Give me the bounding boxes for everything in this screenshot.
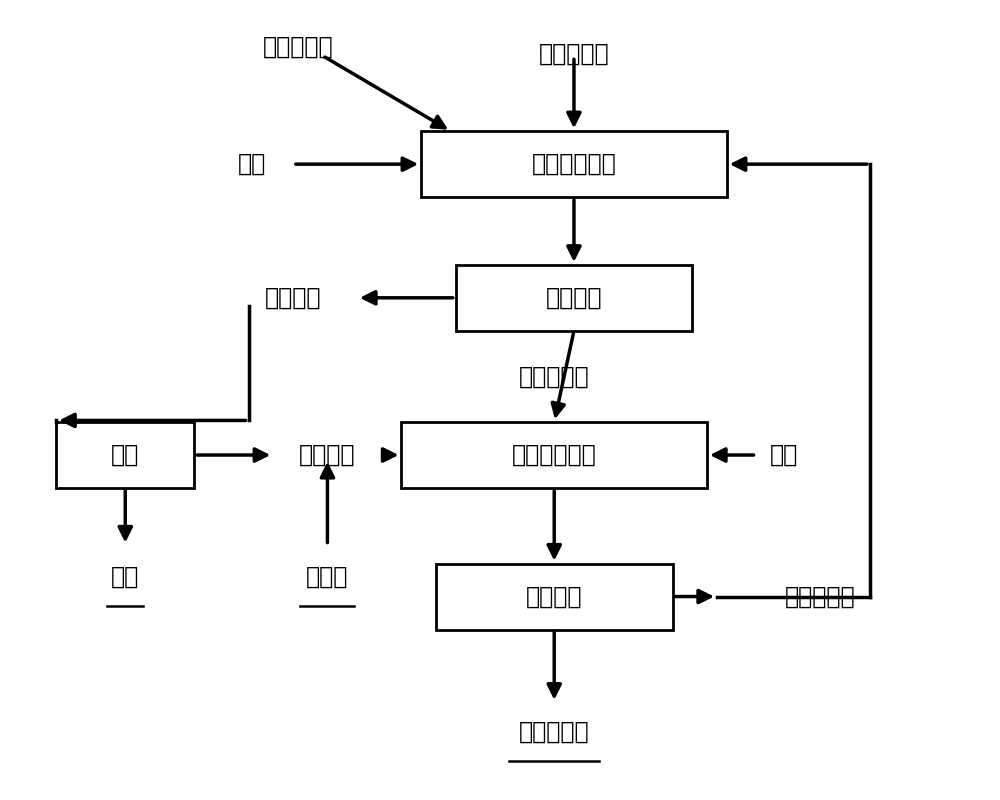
Bar [421,131,727,197]
Text: 液固分离: 液固分离 [546,286,602,310]
Text: 液固分离: 液固分离 [526,585,582,609]
Text: 电积: 电积 [111,443,139,467]
Bar [456,265,692,331]
Text: 硫化铅精矿: 硫化铅精矿 [539,42,609,66]
Text: 废电积液: 废电积液 [299,443,356,467]
Text: 酸性浸出液: 酸性浸出液 [785,585,856,609]
Text: 中性浸出渣: 中性浸出渣 [519,365,590,389]
Text: 酸性加压氧浸: 酸性加压氧浸 [512,443,597,467]
Text: 氧气: 氧气 [237,152,266,176]
Text: 磺　酸: 磺 酸 [306,565,349,589]
Text: 酸性浸出渣: 酸性浸出渣 [519,720,590,744]
Text: 铅板: 铅板 [111,565,139,589]
Text: 中性浸液: 中性浸液 [265,286,321,310]
Text: 氧气: 氧气 [770,443,798,467]
Bar [401,422,707,488]
Text: 表面活性剂: 表面活性剂 [263,34,333,58]
Text: 中性加压氧浸: 中性加压氧浸 [532,152,616,176]
Bar [436,563,673,630]
Bar [56,422,194,488]
